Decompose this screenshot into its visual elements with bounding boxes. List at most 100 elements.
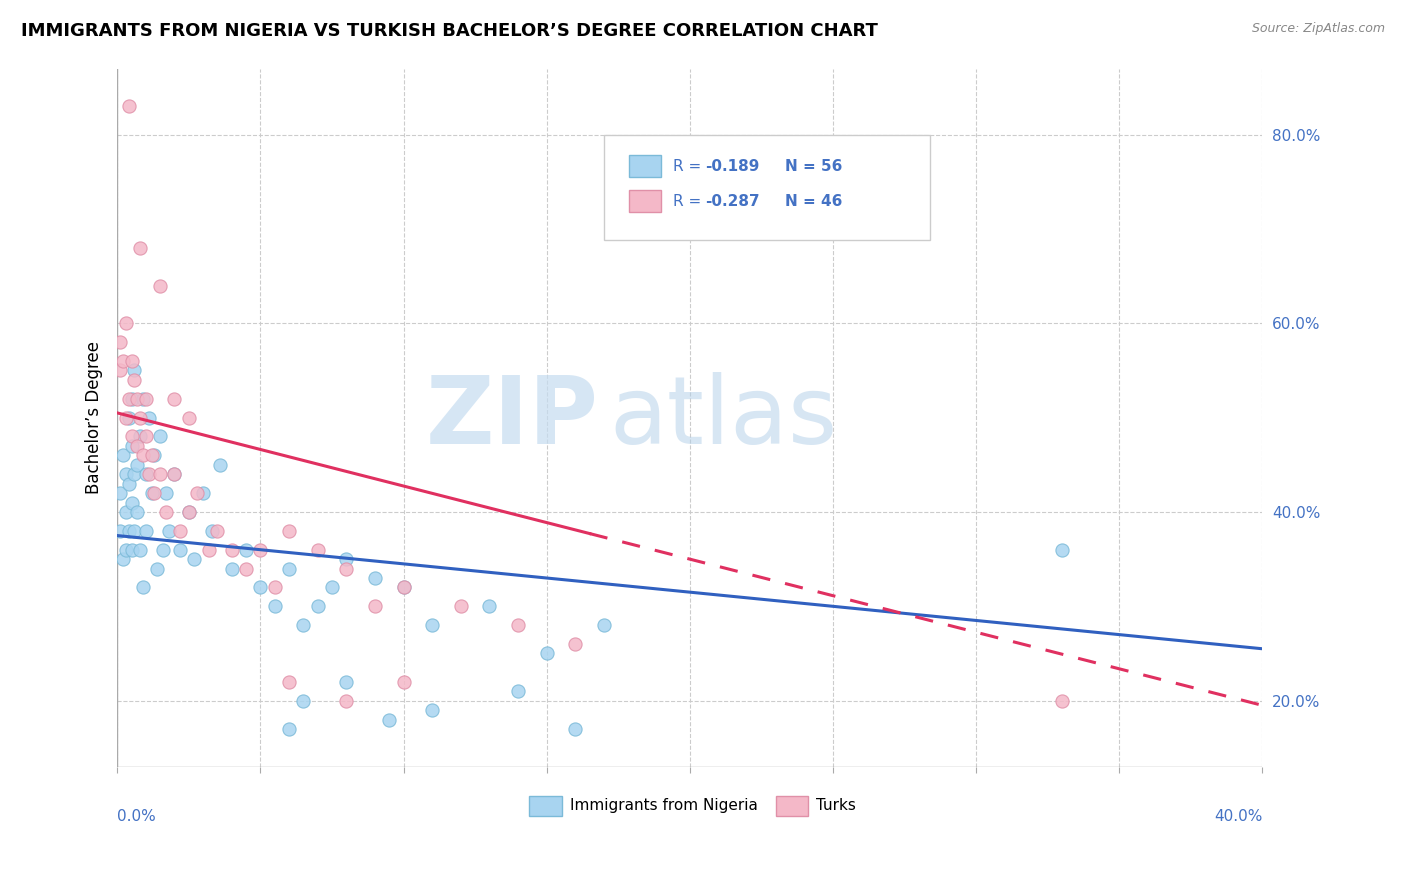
Point <box>593 618 616 632</box>
Point <box>141 448 163 462</box>
Point <box>146 561 169 575</box>
Point <box>155 505 177 519</box>
Point <box>307 599 329 614</box>
Point <box>392 674 415 689</box>
Point <box>307 542 329 557</box>
Point <box>149 278 172 293</box>
Text: IMMIGRANTS FROM NIGERIA VS TURKISH BACHELOR’S DEGREE CORRELATION CHART: IMMIGRANTS FROM NIGERIA VS TURKISH BACHE… <box>21 22 877 40</box>
Point <box>450 599 472 614</box>
Point <box>149 467 172 482</box>
Text: -0.189: -0.189 <box>704 159 759 174</box>
Point <box>177 505 200 519</box>
Point <box>127 505 149 519</box>
Text: Source: ZipAtlas.com: Source: ZipAtlas.com <box>1251 22 1385 36</box>
Point <box>177 410 200 425</box>
FancyBboxPatch shape <box>628 155 661 178</box>
Point <box>292 618 315 632</box>
Point <box>221 561 243 575</box>
Text: Immigrants from Nigeria: Immigrants from Nigeria <box>569 798 758 814</box>
Point <box>249 581 271 595</box>
Text: N = 46: N = 46 <box>785 194 842 209</box>
Point <box>169 542 191 557</box>
Point <box>121 392 143 406</box>
Point <box>155 486 177 500</box>
Point <box>114 467 136 482</box>
Point <box>221 542 243 557</box>
Point <box>143 448 166 462</box>
Text: ZIP: ZIP <box>426 372 598 464</box>
FancyBboxPatch shape <box>530 796 561 815</box>
Point <box>506 684 529 698</box>
Point <box>420 618 443 632</box>
Point <box>124 467 146 482</box>
Point <box>335 561 357 575</box>
Point <box>378 713 401 727</box>
Point <box>169 524 191 538</box>
Point <box>392 581 415 595</box>
Point <box>506 618 529 632</box>
Text: Turks: Turks <box>815 798 856 814</box>
Point <box>129 542 152 557</box>
Text: R =: R = <box>672 159 706 174</box>
Point <box>536 647 558 661</box>
Point <box>127 392 149 406</box>
Point <box>191 486 214 500</box>
Point <box>114 410 136 425</box>
Point <box>207 524 229 538</box>
Point <box>121 495 143 509</box>
Point <box>420 703 443 717</box>
Point <box>108 335 131 350</box>
Point <box>117 392 139 406</box>
Text: N = 56: N = 56 <box>785 159 842 174</box>
Point <box>129 429 152 443</box>
Point <box>335 674 357 689</box>
Y-axis label: Bachelor’s Degree: Bachelor’s Degree <box>86 341 103 494</box>
Point <box>127 458 149 472</box>
Text: 40.0%: 40.0% <box>1215 809 1263 824</box>
Point <box>111 354 134 368</box>
Point <box>135 392 157 406</box>
Point <box>124 373 146 387</box>
Point <box>186 486 208 500</box>
Point <box>263 599 285 614</box>
Point <box>263 581 285 595</box>
Point <box>132 448 155 462</box>
Point <box>163 392 186 406</box>
Point <box>121 439 143 453</box>
Point <box>478 599 501 614</box>
Point <box>114 542 136 557</box>
Point <box>392 581 415 595</box>
FancyBboxPatch shape <box>605 135 931 240</box>
Text: 0.0%: 0.0% <box>117 809 156 824</box>
Point <box>278 524 301 538</box>
Point <box>132 392 155 406</box>
Point <box>129 241 152 255</box>
Point <box>138 410 160 425</box>
Point <box>201 524 224 538</box>
Point <box>183 552 205 566</box>
Point <box>149 429 172 443</box>
Point <box>108 363 131 377</box>
Point <box>564 637 586 651</box>
Point <box>364 599 387 614</box>
FancyBboxPatch shape <box>776 796 808 815</box>
Point <box>111 448 134 462</box>
Point <box>132 581 155 595</box>
Point <box>117 99 139 113</box>
Point <box>114 316 136 330</box>
Point <box>278 561 301 575</box>
Point <box>114 505 136 519</box>
Point <box>143 486 166 500</box>
Point <box>127 439 149 453</box>
Point <box>111 552 134 566</box>
Point <box>177 505 200 519</box>
Point <box>235 542 257 557</box>
Point <box>124 363 146 377</box>
Point <box>335 552 357 566</box>
Point <box>564 722 586 736</box>
Point <box>157 524 180 538</box>
Point <box>163 467 186 482</box>
Point <box>278 674 301 689</box>
Point <box>117 410 139 425</box>
Point <box>163 467 186 482</box>
